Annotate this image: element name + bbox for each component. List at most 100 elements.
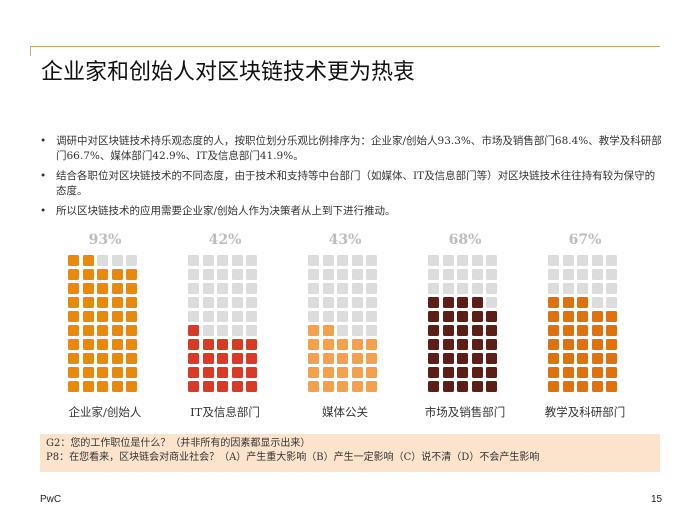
waffle-cell-filled xyxy=(337,381,348,392)
waffle-cell-empty xyxy=(202,325,214,336)
waffle-cell-empty xyxy=(486,297,497,308)
waffle-cell-filled xyxy=(337,367,348,378)
waffle-cell-filled xyxy=(126,269,137,280)
waffle-cell-filled xyxy=(591,367,603,378)
waffle-cell-empty xyxy=(337,311,348,322)
waffle-cell-filled xyxy=(82,353,94,364)
waffle-cell-empty xyxy=(337,269,348,280)
waffle-cell-filled xyxy=(97,367,108,378)
waffle-cell-filled xyxy=(606,311,617,322)
waffle-cell-filled xyxy=(68,339,79,350)
waffle-cell-filled xyxy=(82,255,94,266)
waffle-cell-empty xyxy=(351,311,363,322)
waffle-cell-filled xyxy=(351,353,363,364)
waffle-cell-empty xyxy=(308,297,319,308)
waffle-cell-filled xyxy=(231,353,243,364)
top-rule xyxy=(30,46,660,47)
slide-title: 企业家和创始人对区块链技术更为热衷 xyxy=(41,60,416,85)
waffle-cell-filled xyxy=(126,381,137,392)
waffle-cell-empty xyxy=(337,297,348,308)
waffle-cell-filled xyxy=(442,353,454,364)
waffle-cell-empty xyxy=(188,297,199,308)
waffle-cell-empty xyxy=(351,269,363,280)
waffle-cell-filled xyxy=(246,367,257,378)
waffle-cell-filled xyxy=(606,353,617,364)
waffle-cell-empty xyxy=(606,283,617,294)
waffle-cell-filled xyxy=(308,325,319,336)
waffle-cell-empty xyxy=(591,297,603,308)
waffle-cell-filled xyxy=(217,353,228,364)
waffle-cell-filled xyxy=(97,269,108,280)
waffle-cell-filled xyxy=(591,325,603,336)
waffle-cell-filled xyxy=(82,339,94,350)
waffle-cell-filled xyxy=(351,367,363,378)
waffle-cell-empty xyxy=(231,255,243,266)
waffle-cell-empty xyxy=(442,283,454,294)
waffle-cell-empty xyxy=(97,255,108,266)
waffle-cell-filled xyxy=(68,297,79,308)
waffle-cell-filled xyxy=(577,339,588,350)
waffle-cell-filled xyxy=(126,339,137,350)
waffle-cell-filled xyxy=(68,255,79,266)
waffle-cell-empty xyxy=(337,255,348,266)
waffle-cell-empty xyxy=(322,269,334,280)
waffle-cell-empty xyxy=(202,269,214,280)
waffle-cell-empty xyxy=(351,297,363,308)
waffle-cell-filled xyxy=(562,325,574,336)
waffle-cell-filled xyxy=(548,297,559,308)
waffle-cell-filled xyxy=(471,297,483,308)
waffle-cell-filled xyxy=(82,297,94,308)
waffle-cell-empty xyxy=(442,269,454,280)
bullet-list: 调研中对区块链技术持乐观态度的人，按职位划分乐观比例排序为：企业家/创始人93.… xyxy=(38,134,663,225)
waffle-cell-filled xyxy=(606,325,617,336)
waffle-cell-filled xyxy=(97,283,108,294)
survey-note: G2：您的工作职位是什么？（并非所有的因素都显示出来） P8：在您看来，区块链会… xyxy=(40,434,660,472)
page-number: 15 xyxy=(651,494,663,505)
waffle-cell-filled xyxy=(351,339,363,350)
waffle-cell-filled xyxy=(442,339,454,350)
waffle-cell-filled xyxy=(202,339,214,350)
waffle-cell-filled xyxy=(606,367,617,378)
value-label: 93% xyxy=(88,232,122,248)
waffle-cell-empty xyxy=(246,255,257,266)
waffle-cell-empty xyxy=(246,297,257,308)
waffle-cell-filled xyxy=(337,353,348,364)
waffle-cell-empty xyxy=(548,283,559,294)
waffle-cell-filled xyxy=(111,339,123,350)
waffle-cell-filled xyxy=(68,381,79,392)
waffle-cell-empty xyxy=(548,269,559,280)
waffle-cell-empty xyxy=(188,255,199,266)
waffle-cell-filled xyxy=(202,353,214,364)
waffle-cell-filled xyxy=(82,381,94,392)
waffle-cell-filled xyxy=(231,381,243,392)
waffle-cell-filled xyxy=(562,311,574,322)
waffle-cell-filled xyxy=(322,325,334,336)
bullet-item: 所以区块链技术的应用需要企业家/创始人作为决策者从上到下进行推动。 xyxy=(38,204,663,219)
waffle-cell-empty xyxy=(246,269,257,280)
waffle-cell-filled xyxy=(486,353,497,364)
waffle-cell-empty xyxy=(322,283,334,294)
waffle-grid xyxy=(188,255,268,392)
waffle-cell-filled xyxy=(82,367,94,378)
waffle-cell-filled xyxy=(428,339,439,350)
waffle-cell-filled xyxy=(308,367,319,378)
waffle-cell-filled xyxy=(217,339,228,350)
waffle-cell-filled xyxy=(471,381,483,392)
waffle-cell-empty xyxy=(322,297,334,308)
waffle-grid xyxy=(428,255,508,392)
waffle-cell-empty xyxy=(606,269,617,280)
waffle-cell-empty xyxy=(606,255,617,266)
waffle-cell-empty xyxy=(457,255,468,266)
waffle-cell-empty xyxy=(337,283,348,294)
waffle-cell-filled xyxy=(231,367,243,378)
waffle-cell-filled xyxy=(577,381,588,392)
footer-brand: PwC xyxy=(40,494,62,505)
waffle-cell-empty xyxy=(548,255,559,266)
waffle-cell-filled xyxy=(577,353,588,364)
waffle-cell-filled xyxy=(246,339,257,350)
waffle-cell-empty xyxy=(217,283,228,294)
waffle-cell-empty xyxy=(202,297,214,308)
waffle-cell-filled xyxy=(188,381,199,392)
waffle-cell-filled xyxy=(471,311,483,322)
